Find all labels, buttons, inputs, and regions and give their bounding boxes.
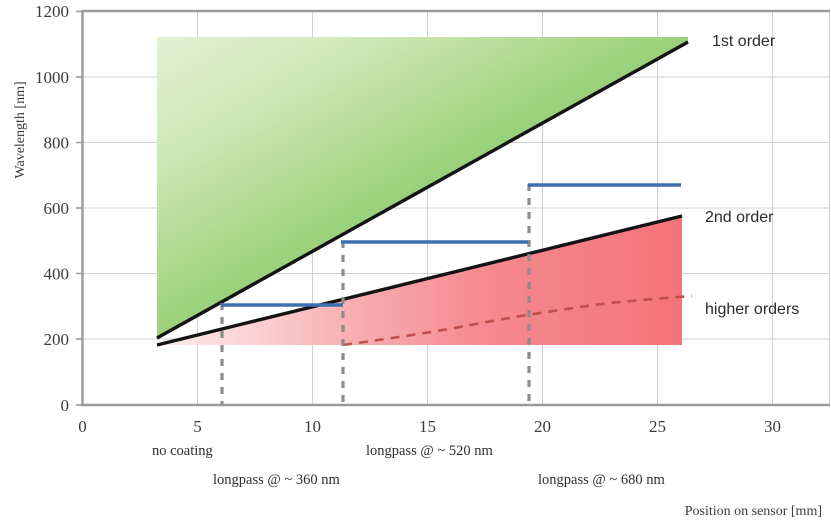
annotation-longpass-520: longpass @ ~ 520 nm xyxy=(366,443,493,459)
y-tick-1200: 1200 xyxy=(35,2,69,21)
x-axis-title: Position on sensor [mm] xyxy=(685,504,822,519)
legend-label-1st-order: 1st order xyxy=(712,33,776,50)
x-tick-30: 30 xyxy=(764,417,781,436)
x-tick-25: 25 xyxy=(649,417,666,436)
x-tick-0: 0 xyxy=(78,417,87,436)
higher-orders-curve xyxy=(342,294,693,347)
y-axis-ticks xyxy=(76,10,83,406)
cutoff-markers xyxy=(220,184,531,404)
y-tick-1000: 1000 xyxy=(35,68,69,87)
x-tick-20: 20 xyxy=(534,417,551,436)
x-tick-5: 5 xyxy=(193,417,202,436)
y-tick-labels: 1200 1000 800 600 400 200 0 xyxy=(35,2,69,415)
annotation-longpass-360: longpass @ ~ 360 nm xyxy=(213,472,340,488)
y-tick-600: 600 xyxy=(44,199,70,218)
annotation-longpass-680: longpass @ ~ 680 nm xyxy=(538,472,665,488)
first-order-line xyxy=(156,40,689,340)
annotation-no-coating: no coating xyxy=(152,443,213,459)
x-tick-10: 10 xyxy=(304,417,321,436)
legend-label-2nd-order: 2nd order xyxy=(705,209,774,226)
y-tick-400: 400 xyxy=(44,265,70,284)
y-tick-200: 200 xyxy=(44,330,70,349)
y-tick-800: 800 xyxy=(44,134,70,153)
y-tick-0: 0 xyxy=(61,396,70,415)
x-tick-15: 15 xyxy=(419,417,436,436)
second-order-line xyxy=(156,214,683,347)
cutoff-level-lines xyxy=(221,183,681,307)
y-axis-title: Wavelength [nm] xyxy=(13,81,28,178)
x-tick-labels: 0 5 10 15 20 25 30 xyxy=(78,417,781,436)
legend-label-higher-orders: higher orders xyxy=(705,301,799,318)
